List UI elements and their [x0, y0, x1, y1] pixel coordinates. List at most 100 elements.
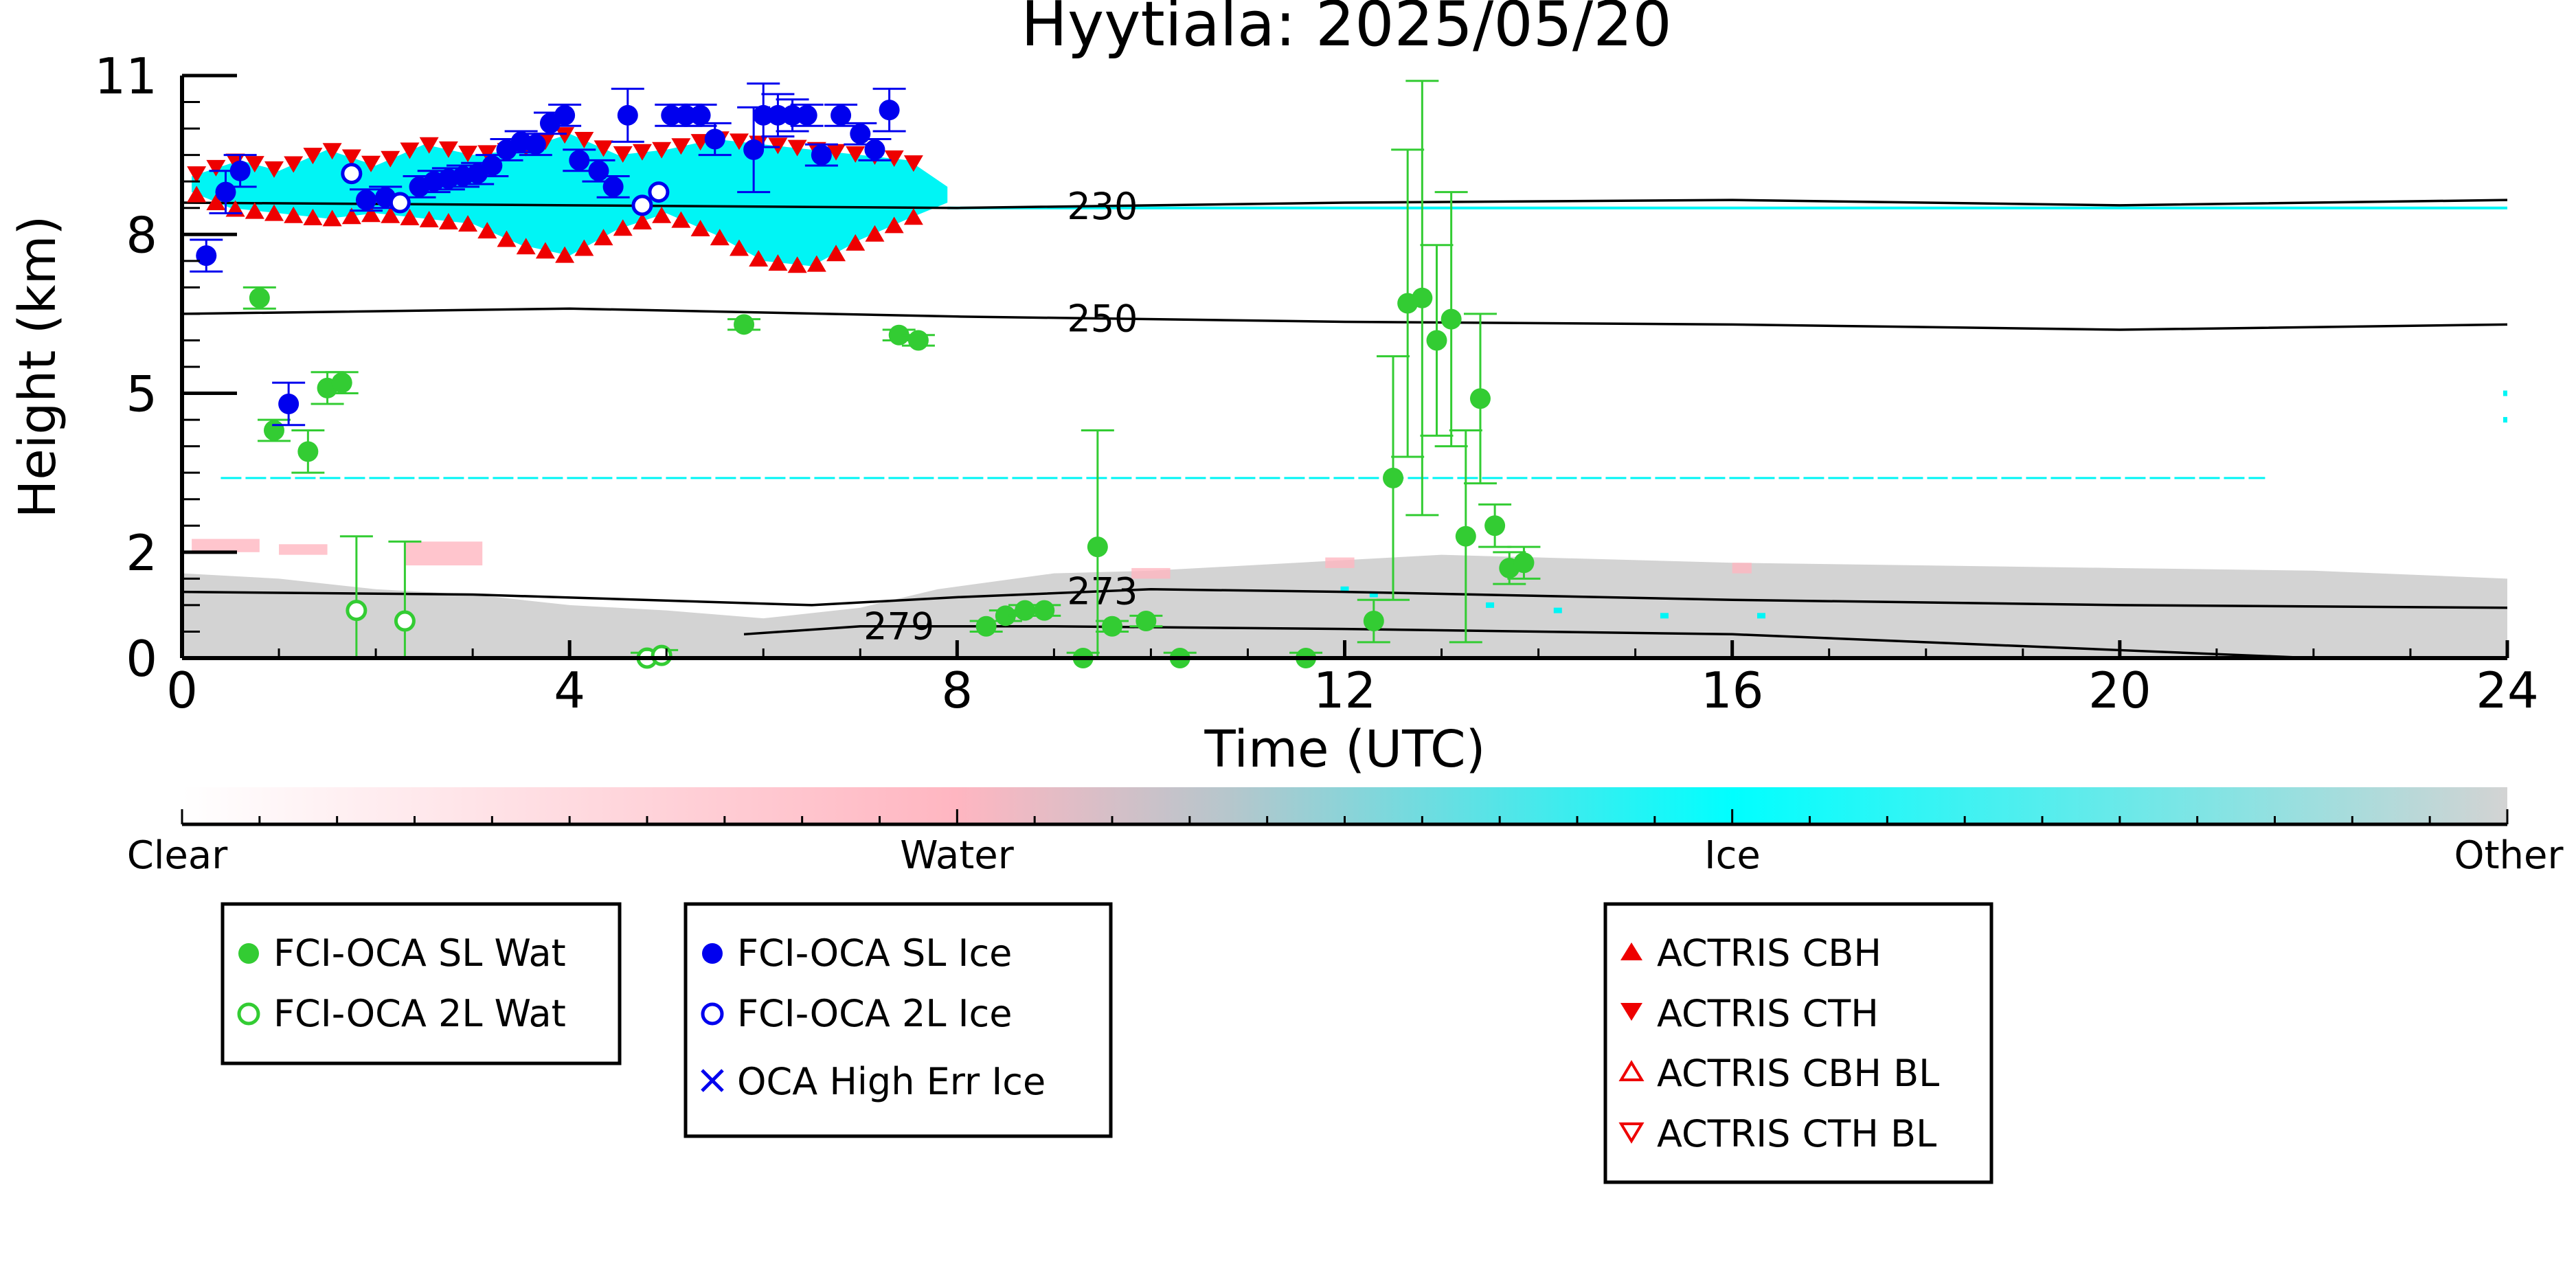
data-point: [278, 393, 300, 414]
data-point: [879, 100, 900, 121]
data-point: [704, 128, 725, 150]
data-point: [1426, 330, 1447, 351]
legend-label-sl-wat: FCI-OCA SL Wat: [273, 931, 566, 975]
actris-cth-marker: [458, 146, 478, 163]
actris-cbh-marker: [361, 205, 381, 223]
contour-line-250: [182, 307, 2507, 331]
legend-label-2l-wat: FCI-OCA 2L Wat: [273, 992, 566, 1035]
data-point: [355, 190, 376, 211]
actris-cth-marker: [632, 144, 652, 161]
y-tick-label: 5: [126, 365, 157, 423]
actris-cbh-marker: [903, 208, 923, 225]
data-point: [648, 181, 670, 203]
data-point: [482, 155, 503, 177]
legend-marker-cth-bl: [1618, 1122, 1645, 1144]
actris-cbh-marker: [710, 229, 730, 246]
actris-cth-marker: [361, 155, 381, 172]
data-markers: [187, 80, 1541, 669]
actris-cth-marker: [419, 137, 439, 154]
data-point: [850, 123, 871, 144]
cloud-ice-speck-5: [1756, 613, 1765, 619]
actris-cbh-marker: [206, 194, 226, 211]
data-point: [995, 605, 1016, 626]
data-point: [1136, 611, 1157, 632]
actris-cth-marker: [652, 142, 672, 159]
actris-cth-marker: [284, 156, 304, 173]
data-point: [753, 104, 774, 126]
actris-cth-marker: [729, 133, 749, 150]
legend-marker-cbh: [1620, 942, 1642, 960]
data-point: [675, 104, 697, 126]
actris-cth-marker: [574, 132, 594, 149]
legend-label-cth-bl: ACTRIS CTH BL: [1657, 1112, 1936, 1155]
data-point: [907, 330, 929, 351]
data-point: [782, 104, 803, 126]
data-point: [569, 150, 590, 171]
data-point: [1513, 552, 1535, 574]
x-axis-label: Time (UTC): [1204, 720, 1485, 779]
y-tick-label: 0: [126, 630, 157, 688]
series-2: [190, 82, 906, 427]
y-tick-label: 8: [126, 206, 157, 264]
actris-cbh-marker: [535, 242, 555, 259]
legend-label-sl-ice: FCI-OCA SL Ice: [737, 931, 1012, 975]
cloud-ice-region: [192, 133, 948, 267]
series-3: [341, 163, 670, 216]
actris-cbh-marker: [381, 206, 400, 223]
contour-label-279: 279: [863, 605, 934, 648]
actris-cbh-marker: [768, 254, 788, 271]
legend-label-cbh-bl: ACTRIS CBH BL: [1657, 1052, 1939, 1095]
data-point: [1383, 467, 1404, 488]
data-point: [389, 192, 411, 214]
x-tick-label: 12: [1313, 662, 1377, 719]
actris-cbh-marker: [458, 215, 478, 232]
data-point: [651, 644, 673, 666]
legend-marker-sl-ice: [702, 943, 723, 964]
x-tick-label: 8: [941, 662, 973, 719]
data-point: [249, 287, 270, 308]
data-point: [831, 104, 852, 126]
actris-cbh-marker: [497, 230, 517, 247]
chart-title: Hyytiala: 2025/05/20: [1021, 0, 1671, 60]
data-point: [1469, 388, 1491, 409]
data-point: [229, 160, 251, 181]
legend-ice: FCI-OCA SL Ice FCI-OCA 2L Ice OCA High E…: [683, 902, 1113, 1138]
actris-cth-marker: [787, 139, 807, 157]
contour-line-273: [182, 588, 2507, 609]
cloud-ice-speck-3: [1553, 607, 1562, 613]
x-tick-label: 24: [2476, 662, 2539, 719]
data-point: [263, 420, 284, 441]
actris-cbh-marker: [652, 206, 672, 223]
actris-cbh-marker: [671, 211, 691, 228]
actris-cth-marker: [400, 142, 420, 159]
legend-label-high-err-ice: OCA High Err Ice: [737, 1060, 1046, 1103]
actris-cth-marker: [381, 150, 400, 168]
actris-cbh-marker: [749, 249, 769, 267]
actris-cth-marker: [341, 149, 361, 166]
data-point: [1455, 526, 1476, 547]
data-point: [1412, 287, 1433, 308]
data-point: [734, 314, 755, 335]
actris-cbh-marker: [826, 245, 846, 262]
contour-label-250: 250: [1067, 297, 1138, 341]
legend-marker-cth: [1620, 1003, 1642, 1021]
data-point: [1034, 600, 1055, 621]
legend-marker-cbh-bl: [1618, 1060, 1645, 1081]
x-tick-label: 0: [166, 662, 198, 719]
actris-cth-marker: [613, 146, 633, 163]
actris-cth-marker: [846, 146, 866, 163]
actris-cbh-marker: [245, 202, 264, 219]
actris-cbh-marker: [729, 239, 749, 256]
cloud-ice-speck-2: [1486, 602, 1495, 608]
actris-cth-marker: [187, 166, 207, 183]
colorbar: Clear Water Ice Other: [127, 787, 2564, 878]
data-point: [602, 176, 624, 197]
actris-cbh-marker: [555, 246, 575, 263]
actris-cbh-marker: [884, 216, 904, 234]
x-tick-label: 16: [1701, 662, 1764, 719]
actris-cbh-marker: [806, 255, 826, 272]
legend-marker-sl-wat: [238, 943, 259, 964]
actris-cbh-marker: [613, 219, 633, 236]
actris-cbh-marker: [787, 256, 807, 273]
